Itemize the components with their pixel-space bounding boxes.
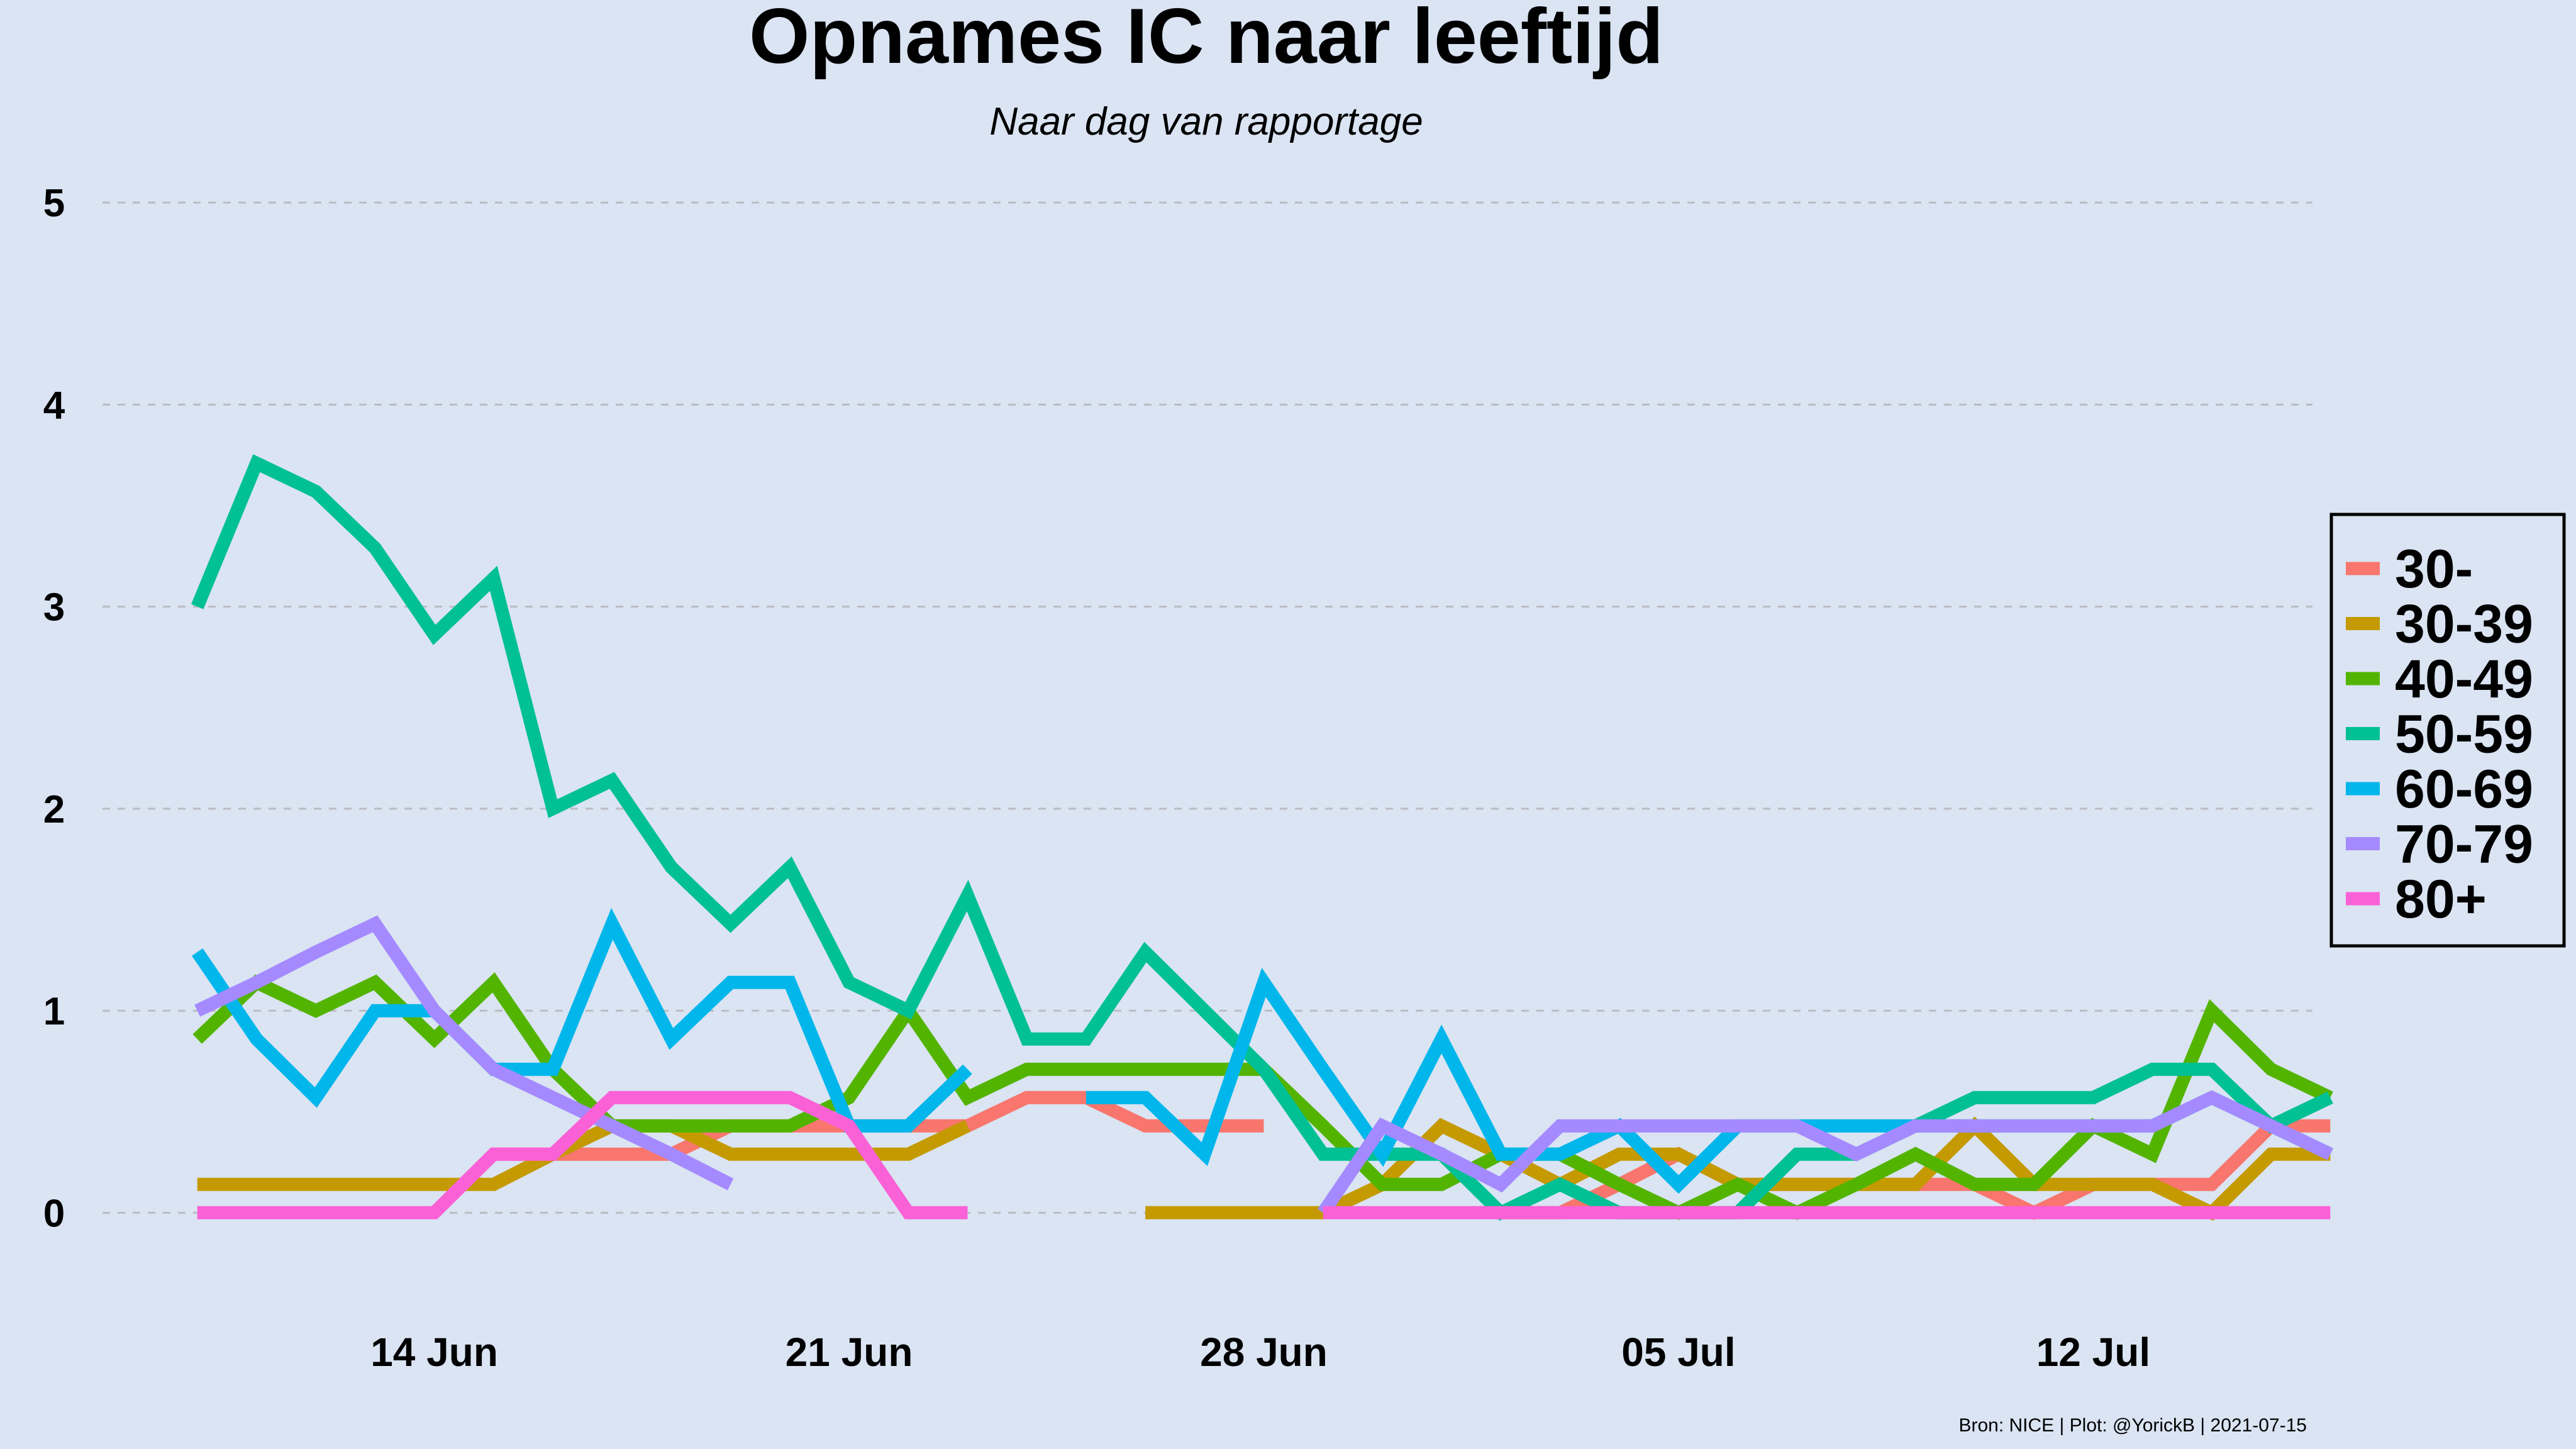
y-tick-label: 0 <box>43 1192 65 1235</box>
series-line-50-59 <box>191 454 2333 1221</box>
series-line-30-39 <box>197 1119 971 1191</box>
series-line-60-69 <box>192 908 972 1133</box>
x-tick-label: 28 Jun <box>1200 1330 1328 1375</box>
x-axis-ticks: 14 Jun 21 Jun 28 Jun 05 Jul 12 Jul <box>370 1330 2150 1375</box>
legend-label: 50-59 <box>2395 704 2533 765</box>
y-tick-label: 4 <box>43 384 65 427</box>
series-60-69 <box>192 908 2333 1194</box>
legend-label: 30-39 <box>2395 594 2533 655</box>
legend-label: 40-49 <box>2395 649 2533 709</box>
legend-label: 60-69 <box>2395 759 2533 819</box>
chart-title: Opnames IC naar leeftijd <box>749 0 1663 80</box>
legend-label: 30- <box>2395 539 2473 599</box>
series-line-80+ <box>197 1091 968 1219</box>
chart-subtitle: Naar dag van rapportage <box>989 100 1423 143</box>
legend-label: 70-79 <box>2395 814 2533 875</box>
source-caption: Bron: NICE | Plot: @YorickB | 2021-07-15 <box>1958 1415 2307 1436</box>
series-lines <box>191 454 2333 1221</box>
x-tick-label: 12 Jul <box>2036 1330 2150 1375</box>
x-tick-label: 14 Jun <box>370 1330 498 1375</box>
series-50-59 <box>191 454 2333 1221</box>
y-tick-label: 2 <box>43 788 65 831</box>
y-tick-label: 1 <box>43 990 65 1033</box>
legend-label: 80+ <box>2395 869 2487 930</box>
x-tick-label: 05 Jul <box>1621 1330 1735 1375</box>
y-axis-ticks: 0 1 2 3 4 5 <box>43 182 65 1235</box>
series-line-70-79 <box>1318 1090 2333 1217</box>
x-tick-label: 21 Jun <box>786 1330 913 1375</box>
y-tick-label: 3 <box>43 586 65 630</box>
series-80+ <box>197 1091 2331 1219</box>
gridlines <box>103 201 2312 1214</box>
y-tick-label: 5 <box>43 182 65 225</box>
series-line-70-79 <box>194 915 734 1191</box>
series-70-79 <box>194 915 2333 1217</box>
